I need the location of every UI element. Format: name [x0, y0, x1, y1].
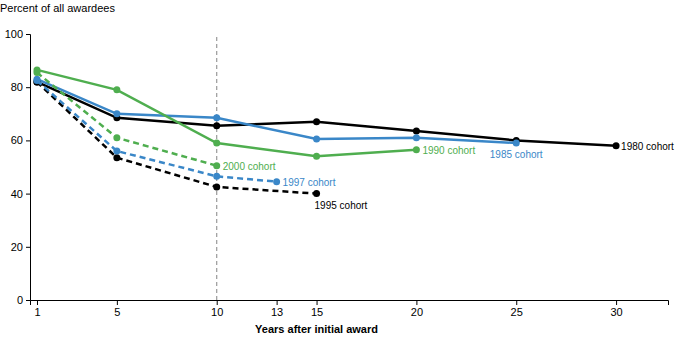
point [213, 140, 220, 147]
point [313, 136, 320, 143]
point [313, 190, 320, 197]
point [113, 134, 120, 141]
point [213, 173, 220, 180]
x-tick-label: 10 [211, 306, 223, 318]
x-axis-title: Years after initial award [255, 323, 378, 335]
series-labels: 1980 cohort 1985 cohort 1990 cohort 1995 co… [223, 141, 674, 211]
point [213, 114, 220, 121]
x-tick: 10 [211, 300, 223, 318]
x-tick: 25 [511, 300, 523, 318]
x-tick-label: 30 [610, 306, 622, 318]
series-label: 1980 cohort [621, 141, 674, 152]
x-tick: 13 [271, 300, 283, 318]
y-tick-label: 40 [11, 188, 23, 200]
point [113, 154, 120, 161]
point [273, 178, 280, 185]
y-tick: 20 [11, 241, 30, 253]
chart: 151013152025300204060801001980 cohort198… [0, 0, 678, 339]
y-tick-label: 20 [11, 241, 23, 253]
point [413, 146, 420, 153]
x-tick-label: 5 [114, 306, 120, 318]
x-tick: 30 [610, 300, 622, 318]
series-label: 1997 cohort [283, 177, 336, 188]
x-axis-line [31, 301, 669, 306]
series-label: 2000 cohort [223, 161, 276, 172]
y-tick-mark [26, 87, 30, 88]
series-label: 1990 cohort [422, 145, 475, 156]
y-tick: 60 [11, 134, 30, 146]
point [33, 77, 40, 84]
x-axis: 15101315202530 [31, 300, 669, 318]
x-tick-mark [616, 300, 617, 305]
x-tick-label: 1 [34, 306, 40, 318]
point [113, 110, 120, 117]
y-tick-mark [26, 34, 30, 35]
series-line [37, 73, 217, 166]
x-tick: 15 [311, 300, 323, 318]
series-label: 1995 cohort [315, 200, 368, 211]
point [613, 142, 620, 149]
x-tick-mark [516, 300, 517, 305]
plot-area [33, 34, 619, 300]
series-line [37, 70, 416, 156]
y-axis-line [26, 35, 31, 301]
x-tick-label: 20 [411, 306, 423, 318]
x-tick-mark [317, 300, 318, 305]
y-tick-label: 0 [17, 294, 23, 306]
x-tick-mark [277, 300, 278, 305]
point [213, 122, 220, 129]
point [413, 128, 420, 135]
point [413, 134, 420, 141]
y-tick: 100 [5, 28, 30, 40]
y-tick: 0 [17, 294, 30, 306]
y-tick-mark [26, 194, 30, 195]
point [513, 140, 520, 147]
x-tick: 20 [411, 300, 423, 318]
point [33, 69, 40, 76]
y-tick: 40 [11, 188, 30, 200]
y-tick-mark [26, 140, 30, 141]
x-tick-mark [217, 300, 218, 305]
x-tick-label: 15 [311, 306, 323, 318]
point [213, 162, 220, 169]
y-tick-mark [26, 300, 30, 301]
x-tick-label: 13 [271, 306, 283, 318]
x-tick-mark [37, 300, 38, 305]
y-tick-label: 80 [11, 81, 23, 93]
y-tick: 80 [11, 81, 30, 93]
x-tick: 5 [114, 300, 120, 318]
point [313, 118, 320, 125]
point [113, 148, 120, 155]
point [313, 153, 320, 160]
y-tick-label: 60 [11, 134, 23, 146]
x-tick-mark [117, 300, 118, 305]
series-label: 1985 cohort [490, 149, 543, 160]
y-axis: 0 20 40 60 80 100 [5, 28, 31, 306]
series-line [37, 82, 317, 194]
point [213, 183, 220, 190]
series-line [37, 81, 277, 182]
x-tick-label: 25 [511, 306, 523, 318]
x-tick: 1 [34, 300, 40, 318]
x-tick-mark [416, 300, 417, 305]
y-tick-mark [26, 247, 30, 248]
point [113, 86, 120, 93]
y-tick-label: 100 [5, 28, 23, 40]
y-axis-title: Percent of all awardees [0, 2, 115, 14]
